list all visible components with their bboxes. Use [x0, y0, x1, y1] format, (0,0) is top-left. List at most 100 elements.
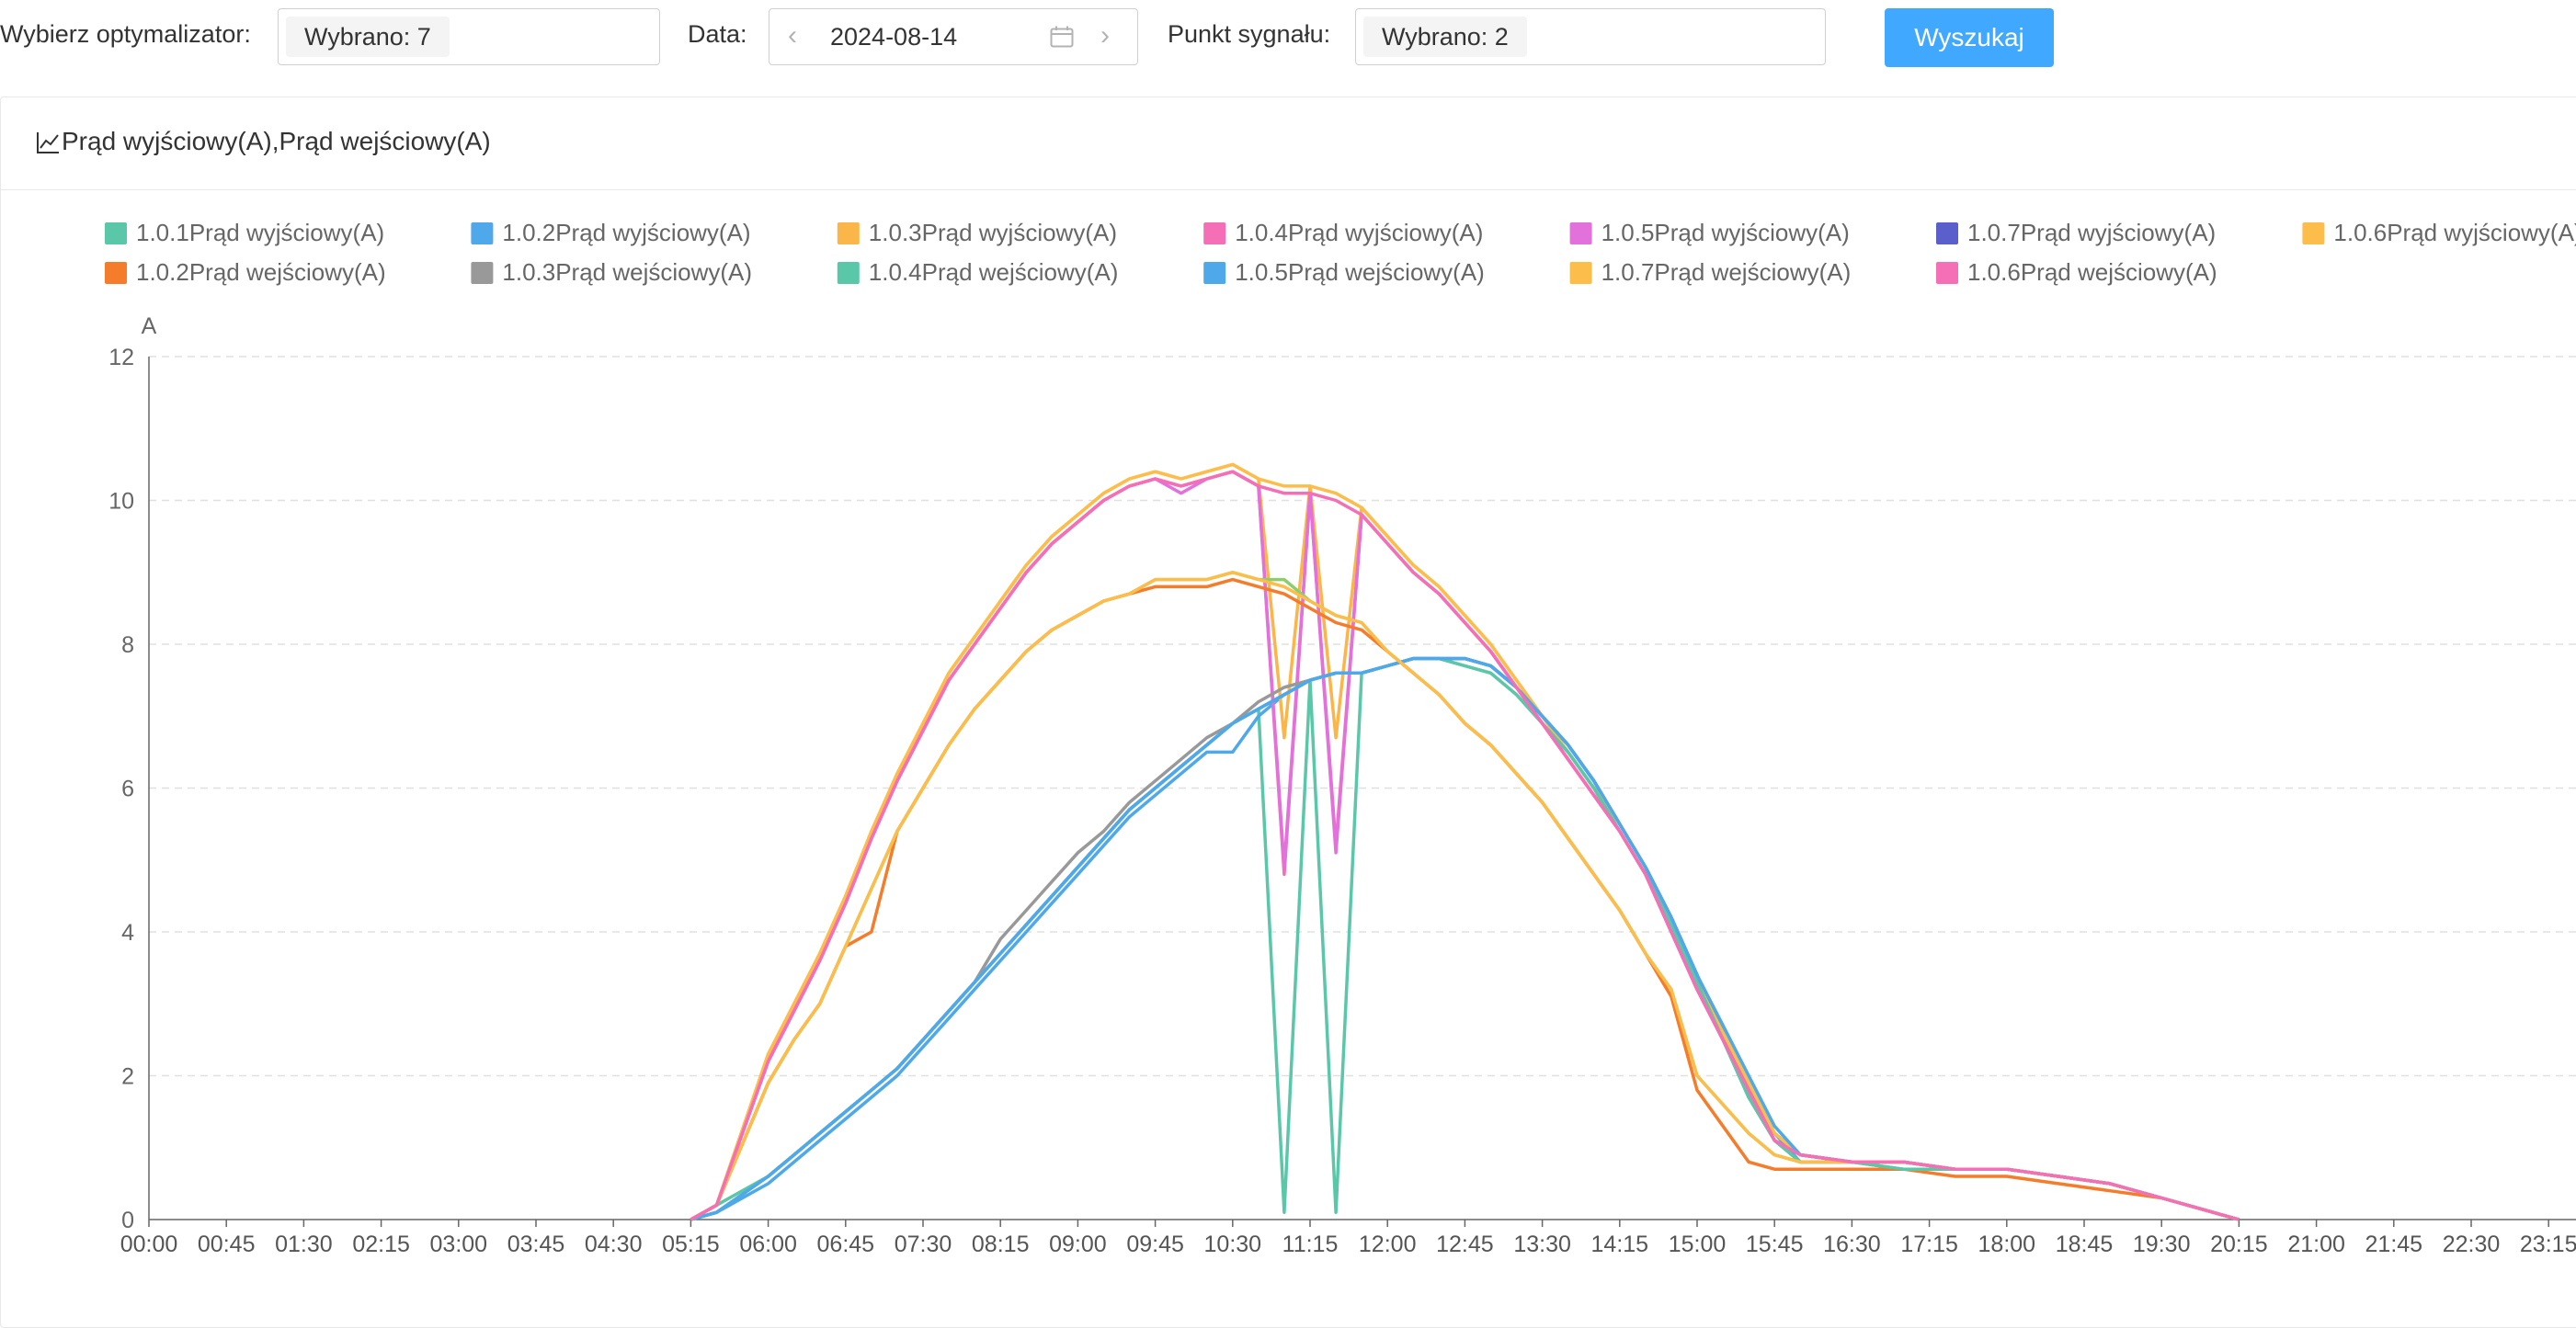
x-tick-label: 09:00: [1049, 1232, 1107, 1257]
x-tick-label: 01:30: [275, 1232, 333, 1257]
series-line[interactable]: [690, 656, 2240, 1221]
legend-swatch: [105, 262, 127, 284]
series-line[interactable]: [690, 571, 2240, 1221]
y-tick-label: 8: [121, 632, 134, 658]
series-line[interactable]: [690, 462, 2240, 1221]
x-tick-label: 02:15: [352, 1232, 410, 1257]
series-line[interactable]: [690, 571, 2240, 1221]
legend-swatch: [1569, 262, 1592, 284]
optimizer-select[interactable]: Wybrano: 7: [278, 8, 660, 65]
chart-legend: 1.0.1Prąd wyjściowy(A) 1.0.2Prąd wyjściow…: [105, 219, 2576, 286]
legend-item[interactable]: 1.0.5Prąd wyjściowy(A): [1569, 219, 1850, 246]
legend-item[interactable]: 1.0.7Prąd wejściowy(A): [1569, 258, 1852, 286]
legend-label: 1.0.1Prąd wyjściowy(A): [136, 219, 384, 246]
legend-item[interactable]: 1.0.2Prąd wejściowy(A): [105, 258, 386, 286]
legend-label: 1.0.6Prąd wyjściowy(A): [2333, 219, 2576, 246]
x-tick-label: 03:45: [507, 1232, 565, 1257]
series-line[interactable]: [690, 656, 2240, 1221]
series-line[interactable]: [690, 656, 2240, 1221]
series-line[interactable]: [690, 462, 2240, 1221]
optimizer-selected-tag: Wybrano: 7: [286, 17, 450, 57]
legend-item[interactable]: 1.0.4Prąd wyjściowy(A): [1203, 219, 1483, 246]
chart-axes: 0 2 4 6 8 10 12 A 00:00 00:45 01:30 02:15 03:00 03:45…: [108, 313, 2576, 1257]
x-tick-label: 23:15: [2520, 1232, 2576, 1257]
legend-swatch: [2302, 222, 2325, 244]
legend-swatch: [1203, 222, 1226, 244]
filter-bar: Wybierz optymalizator: Wybrano: 7 Data: …: [0, 0, 2576, 92]
x-tick-label: 07:30: [895, 1232, 952, 1257]
x-tick-label: 04:30: [585, 1232, 643, 1257]
date-picker[interactable]: ‹ 2024-08-14 ›: [769, 8, 1138, 65]
series-line[interactable]: [690, 656, 2240, 1221]
legend-label: 1.0.2Prąd wejściowy(A): [136, 258, 386, 286]
x-tick-label: 21:00: [2287, 1232, 2345, 1257]
series-line[interactable]: [690, 656, 2240, 1221]
legend-label: 1.0.5Prąd wejściowy(A): [1235, 258, 1485, 286]
x-tick-label: 03:00: [430, 1232, 488, 1257]
legend-item[interactable]: 1.0.1Prąd wyjściowy(A): [105, 219, 384, 246]
legend-swatch: [837, 262, 860, 284]
chart-series-lines: [690, 462, 2240, 1221]
x-tick-label: 08:15: [972, 1232, 1030, 1257]
legend-swatch: [1203, 262, 1226, 284]
legend-item[interactable]: 1.0.2Prąd wyjściowy(A): [471, 219, 751, 246]
chevron-left-icon[interactable]: ‹: [788, 20, 797, 51]
legend-swatch: [1569, 222, 1592, 244]
panel-title: Prąd wyjściowy(A),Prąd wejściowy(A): [62, 127, 491, 155]
x-tick-label: 06:45: [817, 1232, 875, 1257]
y-axis-label: A: [142, 313, 157, 339]
series-line[interactable]: [690, 656, 2240, 1221]
x-tick-label: 15:00: [1669, 1232, 1727, 1257]
date-label: Data:: [688, 20, 747, 48]
series-line[interactable]: [690, 470, 2240, 1221]
legend-swatch: [1936, 222, 1958, 244]
legend-label: 1.0.7Prąd wejściowy(A): [1601, 258, 1852, 286]
x-tick-label: 00:45: [198, 1232, 256, 1257]
x-tick-label: 18:00: [1978, 1232, 2036, 1257]
legend-item[interactable]: 1.0.3Prąd wyjściowy(A): [837, 219, 1117, 246]
legend-item[interactable]: 1.0.4Prąd wejściowy(A): [837, 258, 1119, 286]
y-tick-label: 12: [108, 345, 134, 370]
line-chart: 0 2 4 6 8 10 12 A 00:00 00:45 01:30 02:15 03:00 03:45…: [105, 219, 2576, 1257]
chevron-right-icon[interactable]: ›: [1100, 20, 1110, 51]
x-tick-label: 13:30: [1513, 1232, 1571, 1257]
optimizer-label: Wybierz optymalizator:: [0, 20, 251, 48]
legend-item[interactable]: 1.0.6Prąd wejściowy(A): [1936, 258, 2217, 286]
legend-label: 1.0.5Prąd wyjściowy(A): [1601, 219, 1850, 246]
legend-item[interactable]: 1.0.5Prąd wejściowy(A): [1203, 258, 1485, 286]
legend-label: 1.0.7Prąd wyjściowy(A): [1967, 219, 2216, 246]
series-line[interactable]: [690, 470, 2240, 1221]
legend-label: 1.0.2Prąd wyjściowy(A): [502, 219, 750, 246]
y-tick-label: 10: [108, 489, 134, 515]
legend-label: 1.0.4Prąd wyjściowy(A): [1235, 219, 1483, 246]
x-tick-label: 17:15: [1900, 1232, 1958, 1257]
legend-swatch: [471, 222, 494, 244]
x-tick-label: 15:45: [1746, 1232, 1804, 1257]
legend-item[interactable]: 1.0.7Prąd wyjściowy(A): [1936, 219, 2216, 246]
legend-swatch: [837, 222, 860, 244]
x-tick-label: 05:15: [662, 1232, 720, 1257]
x-tick-label: 12:45: [1436, 1232, 1494, 1257]
x-tick-label: 22:30: [2443, 1232, 2501, 1257]
y-tick-label: 6: [121, 777, 134, 802]
series-line[interactable]: [690, 577, 2240, 1221]
chart-grid: [149, 356, 2576, 1077]
x-tick-label: 11:15: [1282, 1232, 1339, 1257]
series-line[interactable]: [690, 470, 2240, 1221]
x-tick-label: 09:45: [1126, 1232, 1184, 1257]
legend-label: 1.0.6Prąd wejściowy(A): [1967, 258, 2217, 286]
x-tick-label: 21:45: [2365, 1232, 2423, 1257]
x-tick-label: 18:45: [2056, 1232, 2114, 1257]
legend-label: 1.0.3Prąd wyjściowy(A): [869, 219, 1117, 246]
legend-label: 1.0.4Prąd wejściowy(A): [869, 258, 1119, 286]
search-button[interactable]: Wyszukaj: [1885, 8, 2054, 67]
signal-select[interactable]: Wybrano: 2: [1355, 8, 1826, 65]
y-tick-label: 4: [121, 920, 134, 946]
legend-swatch: [105, 222, 127, 244]
x-tick-label: 19:30: [2133, 1232, 2191, 1257]
y-tick-label: 2: [121, 1064, 134, 1090]
calendar-icon[interactable]: [1050, 26, 1074, 48]
legend-item[interactable]: 1.0.6Prąd wyjściowy(A): [2302, 219, 2576, 246]
legend-swatch: [1936, 262, 1958, 284]
legend-item[interactable]: 1.0.3Prąd wejściowy(A): [471, 258, 752, 286]
